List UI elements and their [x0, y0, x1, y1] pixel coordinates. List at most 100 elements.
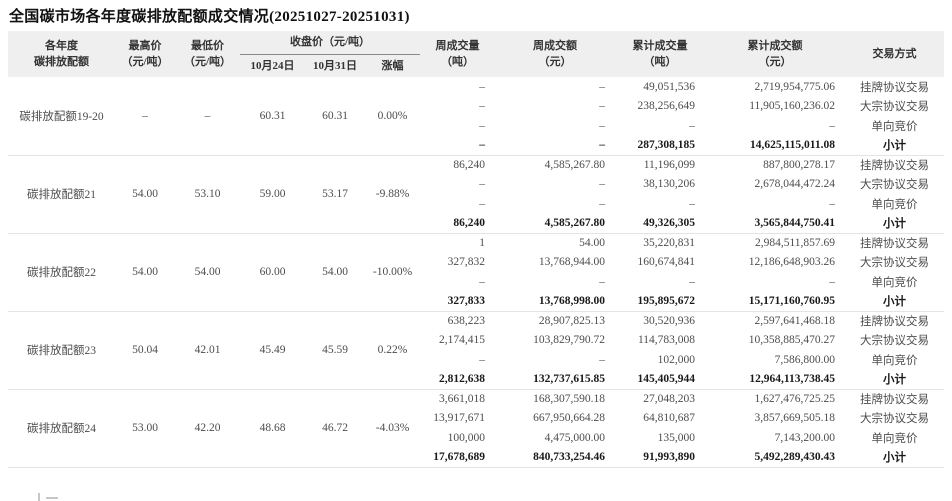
trade-method: 单向竞价: [871, 198, 918, 211]
close-oct31: 45.59: [305, 310, 365, 389]
close-oct31: 54.00: [305, 232, 365, 311]
clipped-glyph-stroke: [46, 497, 58, 499]
week-amount: –: [599, 100, 606, 113]
subtotal-label: 小计: [883, 140, 907, 152]
allowance-trading-table: 各年度 碳排放配额 最高价 （元/吨） 最低价 （元/吨） 收盘价（元/吨） 周…: [8, 31, 945, 468]
week-amount: 28,907,825.13: [495, 310, 616, 331]
low-price: –: [204, 109, 211, 122]
trade-method: 单向竞价: [871, 120, 918, 133]
allowance-name: 碳排放配额24: [8, 388, 115, 467]
cum-volume: 49,051,536: [643, 80, 696, 93]
cum-volume: 287,308,185: [637, 139, 696, 151]
cum-amount: –: [829, 119, 836, 132]
week-amount: 4,585,267.80: [544, 217, 606, 229]
high-price: –: [142, 109, 148, 122]
high-price: 50.04: [115, 310, 175, 389]
low-price: 54.00: [175, 232, 240, 311]
cum-amount: –: [829, 197, 836, 210]
cum-volume: 238,256,649: [637, 100, 696, 113]
week-volume: –: [479, 178, 486, 191]
cum-amount: –: [829, 275, 836, 288]
week-volume: 13,917,671: [433, 412, 486, 425]
trade-method: 单向竞价: [871, 276, 918, 289]
subtotal-label: 小计: [883, 218, 907, 230]
cum-amount: 14,625,115,011.08: [750, 139, 836, 151]
cum-amount: 5,492,289,430.43: [754, 451, 836, 463]
table-row: 13,917,671 667,950,664.28 64,810,687 3,8…: [8, 409, 944, 429]
price-change: -9.88%: [365, 154, 421, 233]
subtotal-label: 小计: [883, 296, 907, 308]
cum-amount: 12,186,648,903.26: [748, 256, 836, 269]
cum-amount: 7,586,800.00: [774, 353, 836, 366]
subtotal-row: – – 287,308,185 14,625,115,011.08 小计: [8, 136, 944, 156]
allowance-name: 碳排放配额21: [8, 154, 115, 233]
week-volume: 100,000: [447, 431, 486, 444]
low-price: 42.20: [175, 388, 240, 467]
price-change: -4.03%: [365, 388, 421, 467]
week-amount: –: [599, 80, 606, 93]
close-oct24: 48.68: [240, 388, 305, 467]
subtotal-label: 小计: [883, 374, 907, 386]
table-row: 碳排放配额21 54.00 53.10 59.00 53.17 -9.88% 8…: [8, 154, 945, 233]
week-amount: 13,768,944.00: [538, 256, 606, 269]
week-volume: –: [479, 275, 486, 288]
cum-amount: 2,597,641,468.18: [705, 310, 846, 331]
trade-method: 挂牌协议交易: [845, 232, 945, 253]
trade-method: 挂牌协议交易: [845, 388, 945, 409]
col-header-cum-volume: 累计成交量 （吨）: [615, 31, 706, 77]
cum-volume: 102,000: [657, 353, 696, 366]
cum-volume: 11,196,099: [615, 154, 706, 175]
cum-volume: –: [689, 275, 696, 288]
week-amount: 54.00: [495, 232, 616, 253]
close-oct24: 59.00: [240, 154, 305, 233]
cum-volume: 160,674,841: [637, 256, 696, 269]
week-amount: 132,737,615.85: [533, 373, 606, 385]
week-amount: 667,950,664.28: [533, 412, 606, 425]
col-header-trade-method: 交易方式: [845, 31, 945, 77]
header-row-1: 各年度 碳排放配额 最高价 （元/吨） 最低价 （元/吨） 收盘价（元/吨） 周…: [8, 31, 945, 77]
high-price: 54.00: [115, 232, 175, 311]
week-amount: –: [599, 197, 606, 210]
week-volume: 17,678,689: [433, 451, 486, 463]
week-volume: –: [479, 119, 486, 132]
trade-method: 大宗协议交易: [860, 179, 930, 192]
table-row: – – – – 单向竞价: [8, 194, 944, 214]
week-amount: 168,307,590.18: [495, 388, 616, 409]
cum-volume: 145,405,944: [637, 373, 696, 385]
week-amount: –: [599, 139, 606, 151]
col-header-oct31: 10月31日: [305, 54, 365, 77]
cum-amount: 10,358,885,470.27: [748, 334, 836, 347]
week-volume: 327,833: [447, 295, 486, 307]
trade-method: 单向竞价: [871, 354, 918, 367]
cum-volume: –: [689, 119, 696, 132]
cum-volume: 49,326,305: [643, 217, 696, 229]
price-change: 0.22%: [365, 310, 421, 389]
cum-amount: 11,905,160,236.02: [749, 100, 836, 113]
cum-volume: 91,993,890: [643, 451, 696, 463]
trade-method: 挂牌协议交易: [845, 310, 945, 331]
table-row: 碳排放配额23 50.04 42.01 45.49 45.59 0.22% 63…: [8, 310, 945, 389]
high-price: 53.00: [115, 388, 175, 467]
page-title: 全国碳市场各年度碳排放配额成交情况(20251027-20251031): [9, 9, 410, 25]
cum-amount: 887,800,278.17: [705, 154, 846, 175]
close-oct31: 60.31: [322, 109, 348, 122]
table-row: 100,000 4,475,000.00 135,000 7,143,200.0…: [8, 428, 944, 448]
subtotal-row: 17,678,689 840,733,254.46 91,993,890 5,4…: [8, 448, 944, 468]
cum-amount: 12,964,113,738.45: [749, 373, 836, 385]
allowance-name: 碳排放配额22: [8, 232, 115, 311]
cum-volume: 27,048,203: [615, 388, 706, 409]
allowance-name: 碳排放配额23: [8, 310, 115, 389]
cum-volume: 64,810,687: [643, 412, 696, 425]
col-header-close-price: 收盘价（元/吨）: [240, 31, 421, 55]
table-row: 碳排放配额19-20 – – 60.31 60.31 0.00% – – 49,…: [8, 77, 944, 123]
trade-method: 大宗协议交易: [860, 413, 930, 426]
week-amount: 13,768,998.00: [538, 295, 606, 307]
cum-amount: 2,678,044,472.24: [754, 178, 836, 191]
table-row: – – – – 单向竞价: [8, 272, 944, 292]
cum-volume: –: [689, 197, 696, 210]
week-amount: 103,829,790.72: [533, 334, 606, 347]
col-header-change: 涨幅: [365, 54, 421, 77]
week-amount: –: [599, 119, 606, 132]
trade-method: 大宗协议交易: [860, 257, 930, 270]
trade-method: 挂牌协议交易: [860, 81, 930, 94]
